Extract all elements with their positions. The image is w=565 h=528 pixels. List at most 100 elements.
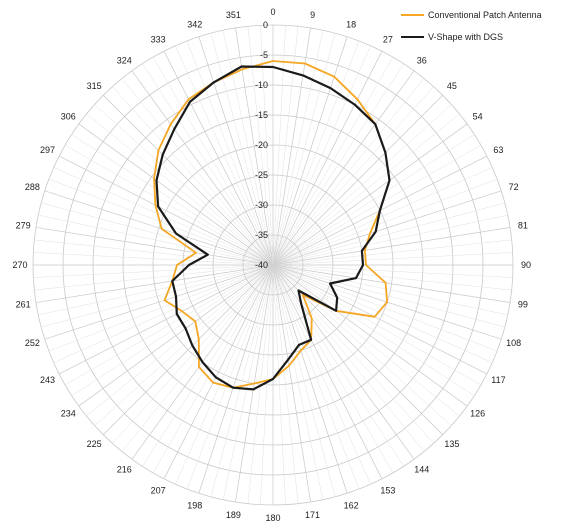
series-1-point <box>188 264 190 266</box>
series-0-point <box>333 75 336 78</box>
angle-tick-label: 9 <box>310 10 315 20</box>
series-1-point <box>175 313 178 315</box>
series-1-point <box>388 179 391 182</box>
angle-tick-label: 261 <box>16 300 31 310</box>
series-1-point <box>374 230 377 233</box>
grid-spoke-69 <box>272 178 498 266</box>
series-0-point <box>369 232 371 235</box>
grid-spoke-261 <box>35 264 274 303</box>
legend-label-vshape: V-Shape with DGS <box>428 32 503 42</box>
grid-spoke-201 <box>186 264 274 490</box>
series-0-point <box>198 366 200 368</box>
series-1-point <box>232 386 235 389</box>
series-0-point <box>288 364 290 367</box>
radial-tick-label: -25 <box>255 170 268 180</box>
grid-spoke-303 <box>71 134 274 266</box>
grid-spoke-210 <box>152 264 274 473</box>
angle-tick-label: 243 <box>40 375 55 385</box>
grid-spoke-204 <box>175 264 274 485</box>
grid-spoke-18 <box>272 36 348 266</box>
series-1-point <box>361 250 363 252</box>
angle-tick-label: 54 <box>473 111 483 121</box>
series-1-point <box>362 264 364 266</box>
angular-grid-spokes <box>33 25 513 505</box>
angle-tick-label: 270 <box>12 260 27 270</box>
grid-spoke-21 <box>272 40 360 266</box>
series-1-point <box>161 153 164 156</box>
series-1-point <box>353 103 356 106</box>
series-0-point <box>212 381 215 384</box>
angle-tick-label: 324 <box>117 55 132 65</box>
angle-tick-label: 81 <box>518 220 528 230</box>
angle-tick-label: 135 <box>444 439 459 449</box>
angular-tick-labels: 0 9 18 27 36 45 54 63 72 81 90 99 108 117 126 135 144 153… <box>12 7 531 523</box>
grid-spoke-42 <box>272 86 434 266</box>
series-0-point <box>197 338 200 341</box>
grid-spoke-186 <box>247 264 274 504</box>
grid-spoke-177 <box>272 264 286 505</box>
series-1-point <box>355 277 357 279</box>
grid-spoke-54 <box>272 123 468 266</box>
grid-spoke-6 <box>272 26 299 266</box>
radial-tick-label: -15 <box>255 110 268 120</box>
angle-tick-label: 90 <box>521 260 531 270</box>
series-1-point <box>297 289 300 292</box>
series-1-point <box>300 302 303 305</box>
angle-tick-label: 117 <box>491 375 505 385</box>
grid-spoke-249 <box>48 264 274 352</box>
grid-spoke-27 <box>272 50 383 266</box>
series-1-point <box>175 295 177 298</box>
grid-spoke-225 <box>103 264 274 435</box>
grid-spoke-171 <box>272 264 311 503</box>
angle-tick-label: 36 <box>417 55 427 65</box>
grid-spoke-60 <box>272 144 481 266</box>
grid-spoke-114 <box>272 264 493 363</box>
radial-tick-label: -35 <box>255 230 268 240</box>
grid-spoke-75 <box>272 202 505 266</box>
series-1-point <box>336 296 339 299</box>
series-1-point <box>329 87 332 89</box>
grid-spoke-66 <box>272 167 493 266</box>
series-1-point <box>240 65 243 68</box>
grid-spoke-312 <box>94 104 274 266</box>
radial-tick-label: -20 <box>255 140 268 150</box>
series-0-point <box>304 62 306 65</box>
grid-spoke-306 <box>78 123 274 266</box>
radial-tick-label: -30 <box>255 200 268 210</box>
series-0-point <box>299 349 302 352</box>
angle-tick-label: 216 <box>117 465 132 475</box>
grid-spoke-339 <box>186 40 274 266</box>
series-0-point <box>253 382 256 385</box>
grid-spoke-33 <box>272 63 404 266</box>
angle-tick-label: 63 <box>493 145 503 155</box>
grid-spoke-93 <box>272 264 513 278</box>
radial-tick-labels: 0 -5 -10 -15 -20 -25 -30 -35 -40 <box>255 20 268 270</box>
series-1-point <box>171 280 174 282</box>
grid-spoke-258 <box>38 264 274 316</box>
grid-spoke-48 <box>272 104 452 266</box>
grid-spoke-330 <box>152 57 274 266</box>
grid-spoke-333 <box>163 50 274 266</box>
grid-spoke-357 <box>260 25 274 266</box>
grid-spoke-291 <box>48 178 274 266</box>
grid-spoke-159 <box>272 264 360 490</box>
series-0-point <box>364 249 366 252</box>
angle-tick-label: 351 <box>226 10 241 20</box>
series-1-point <box>173 128 176 131</box>
grid-spoke-246 <box>53 264 274 363</box>
series-0-point <box>181 310 184 313</box>
grid-spoke-240 <box>65 264 274 386</box>
angle-tick-label: 162 <box>344 501 359 511</box>
grid-spoke-84 <box>272 239 512 266</box>
grid-spoke-243 <box>58 264 274 375</box>
grid-spoke-222 <box>112 264 274 444</box>
series-0-point <box>365 264 367 266</box>
series-1-point <box>252 388 255 391</box>
grid-spoke-102 <box>272 264 508 316</box>
grid-spoke-144 <box>272 264 415 460</box>
grid-spoke-231 <box>86 264 274 417</box>
grid-spoke-45 <box>272 95 443 266</box>
grid-spoke-321 <box>121 78 274 266</box>
angle-tick-label: 306 <box>61 111 76 121</box>
